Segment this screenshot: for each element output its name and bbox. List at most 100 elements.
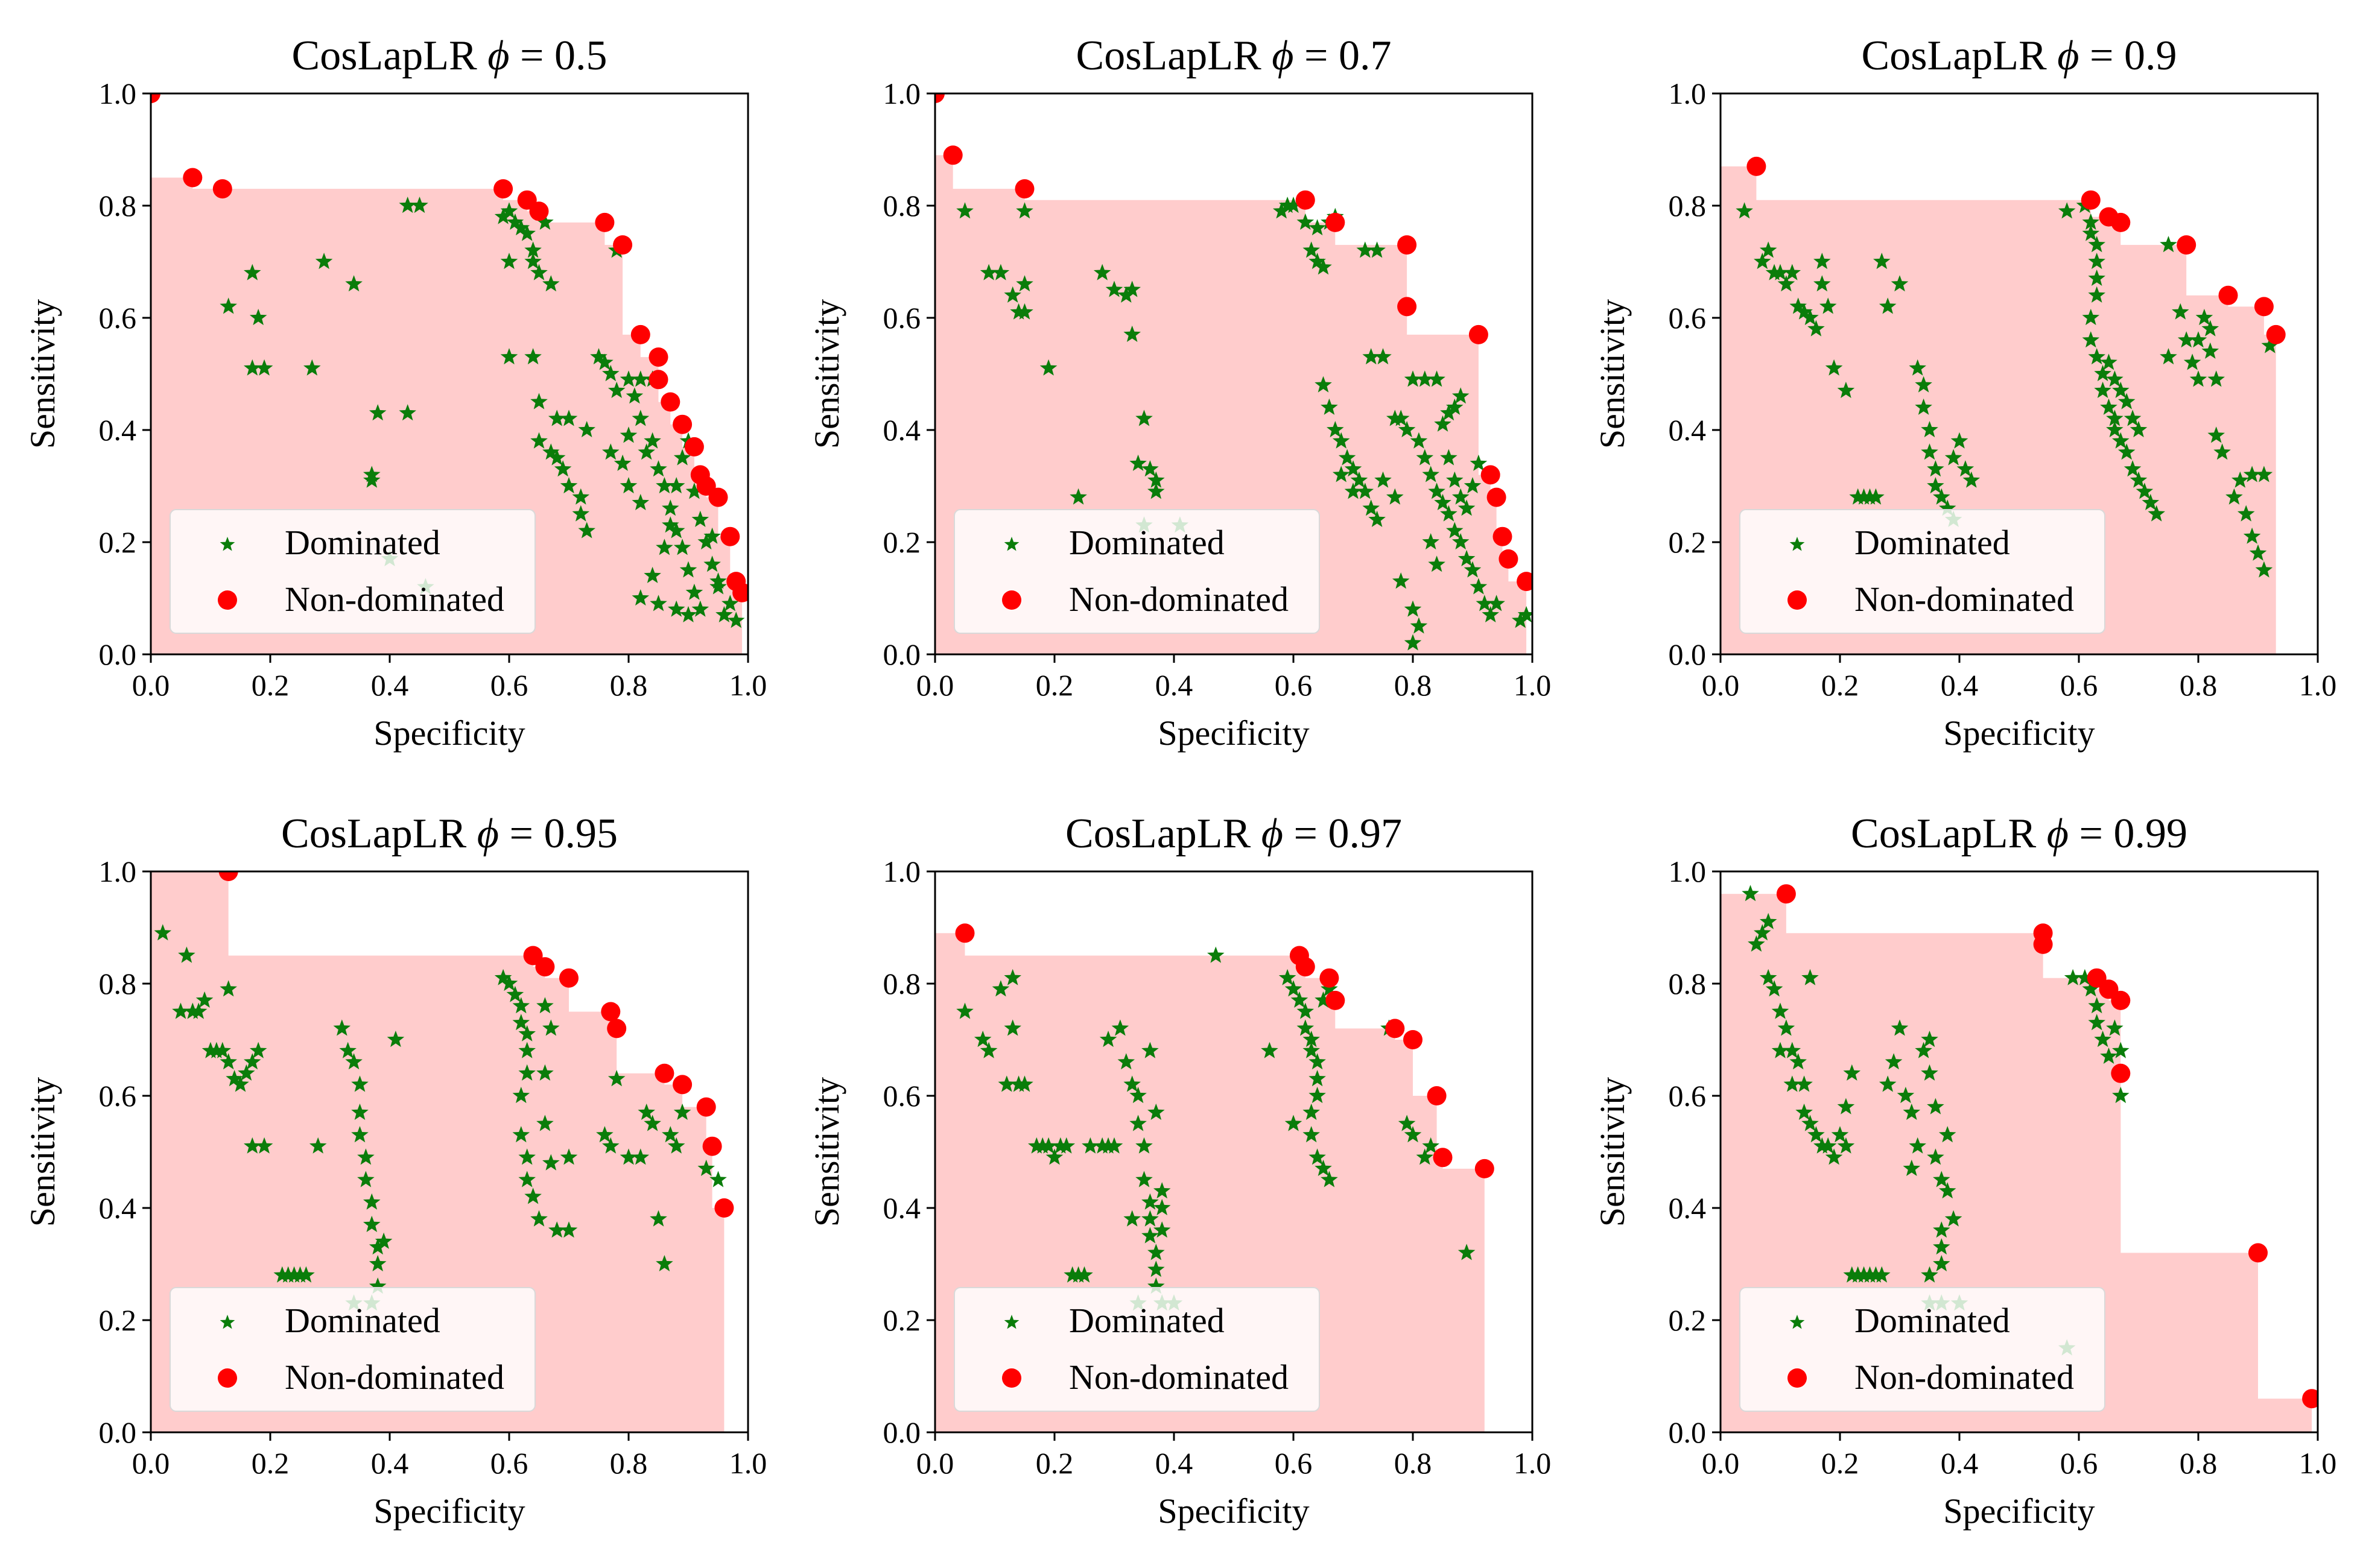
dominated-point [1315,376,1332,393]
y-tick-label: 0.8 [99,967,137,1001]
dominated-point [154,924,172,941]
dominated-point [2106,421,2124,438]
dominated-point [1368,241,1386,258]
dominated-point [1434,493,1451,510]
dominated-point [703,555,721,572]
title-suffix: = 0.99 [2069,811,2187,857]
dominated-point [2117,443,2136,460]
dominated-point [572,505,590,522]
title-prefix: CosLapLR [292,33,488,79]
x-axis-label: Specificity [1943,713,2095,753]
dominated-point [2255,561,2273,578]
subplot-title: CosLapLR ϕ = 0.99 [1851,811,2187,857]
x-tick-label: 0.2 [1821,668,1859,702]
non-dominated-point [1325,990,1345,1010]
dominated-point [632,1148,650,1165]
dominated-point [673,1103,691,1120]
dominated-point [1470,578,1488,595]
dominated-point [691,600,709,617]
title-symbol: ϕ [487,33,509,79]
dominated-point [1141,1042,1159,1058]
dominated-point [1759,241,1777,258]
dominated-point [1873,1266,1891,1283]
dominated-point [1933,1238,1950,1255]
dominated-point [697,1159,715,1176]
dominated-point [1843,1064,1861,1081]
dominated-point [1933,1221,1950,1238]
dominated-point [560,1148,578,1165]
dominated-point [644,432,661,449]
dominated-point [339,1042,357,1058]
dominated-point [1511,612,1529,628]
dominated-point [2100,398,2117,415]
dominated-point [1446,398,1464,415]
legend-non-dominated-label: Non-dominated [1854,1358,2074,1397]
dominated-point [524,241,542,258]
dominated-point [2076,969,2094,985]
dominated-point [1783,1042,1801,1058]
dominated-point [614,454,632,471]
non-dominated-point [151,93,160,103]
dominated-point [1927,1148,1944,1165]
dominated-point [956,202,974,219]
dominated-point [1927,477,1944,494]
legend-circle-icon [218,590,237,610]
y-tick-label: 0.6 [1669,1079,1707,1113]
dominated-point [2082,309,2100,326]
dominated-point [1123,1075,1141,1092]
dominated-point [1321,980,1338,997]
legend: Dominated Non-dominated [954,1287,1320,1412]
x-tick-label: 0.4 [371,668,409,702]
dominated-point [667,522,685,539]
dominated-point [226,1070,243,1087]
dominated-point [512,1126,530,1143]
y-tick-label: 0.8 [883,967,921,1001]
dominated-point [178,946,195,963]
title-symbol: ϕ [2057,33,2079,79]
dominated-point [1141,1227,1159,1244]
dominated-point [309,1137,327,1154]
dominated-point [1422,533,1439,550]
legend-star-icon [1789,537,1805,551]
dominated-point [220,980,237,997]
dominated-point [345,275,363,292]
x-tick-label: 0.8 [2180,1446,2218,1480]
y-tick-label: 0.0 [99,1415,137,1449]
y-tick-label: 0.2 [883,525,921,559]
dominated-point [297,1266,315,1283]
dominated-point [530,264,548,280]
dominated-point [1284,197,1302,213]
dominated-point [1344,460,1362,477]
non-dominated-point [559,968,579,988]
dominated-point [1831,1126,1849,1143]
dominated-point [679,605,697,622]
dominated-point [1082,1137,1099,1154]
dominated-point [2237,505,2255,522]
subplot-title: CosLapLR ϕ = 0.95 [281,811,618,857]
dominated-point [1434,415,1451,432]
y-tick-label: 0.6 [99,301,137,335]
non-dominated-point [212,179,232,199]
dominated-point [2189,331,2207,348]
dominated-point [673,539,691,555]
dominated-point [1058,1137,1076,1154]
dominated-point [1933,488,1950,505]
dominated-point [1404,370,1422,387]
dominated-point [1302,1031,1320,1048]
dominated-point [2112,381,2130,398]
dominated-point [1428,370,1445,387]
non-dominated-point [661,392,680,412]
axes-frame [934,92,1534,656]
dominated-point [685,583,703,600]
dominated-point [2207,370,2225,387]
non-dominated-point [601,1002,621,1022]
y-tick-label: 0.6 [1669,301,1707,335]
title-symbol: ϕ [2047,811,2069,857]
dominated-point [1765,980,1783,997]
non-dominated-point [613,235,633,255]
dominated-point [2255,466,2273,482]
legend-box [954,1287,1320,1412]
subplot-3: 0.0 0.2 0.4 0.6 0.8 1.0 0.0 0.2 0.4 0.6 0.8 1.0 CosL… [1593,33,2336,753]
dominated-point [1350,471,1368,488]
non-dominated-point [708,487,728,507]
